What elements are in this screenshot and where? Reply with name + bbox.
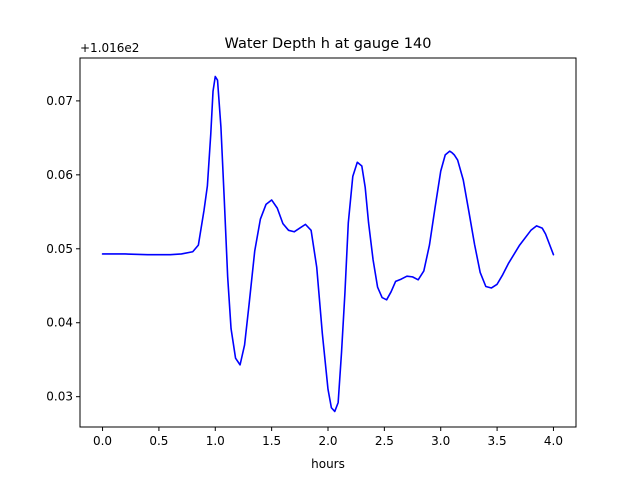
y-tick-label: 0.07: [46, 94, 73, 108]
x-tick-label: 0.0: [93, 434, 112, 448]
x-tick-label: 4.0: [544, 434, 563, 448]
chart-title: Water Depth h at gauge 140: [225, 36, 432, 52]
x-tick-label: 1.5: [262, 434, 281, 448]
y-tick-label: 0.04: [46, 316, 73, 330]
x-tick-label: 3.5: [488, 434, 507, 448]
x-tick-label: 2.0: [318, 434, 337, 448]
y-tick-label: 0.06: [46, 168, 73, 182]
series-line-0: [101, 75, 555, 413]
y-tick-label: 0.05: [46, 242, 73, 256]
y-offset-label: +1.016e2: [80, 41, 139, 55]
x-tick-label: 2.5: [375, 434, 394, 448]
x-tick-label: 0.5: [149, 434, 168, 448]
x-axis-label: hours: [311, 457, 345, 471]
x-tick-label: 1.0: [206, 434, 225, 448]
x-tick-label: 3.0: [431, 434, 450, 448]
plot-area: 0.0 0.5 1.0 1.5 2.0 2.5 3.0 3.5 4.0 0.03 0.04 0.05 0…: [46, 57, 577, 448]
y-tick-label: 0.03: [46, 390, 73, 404]
